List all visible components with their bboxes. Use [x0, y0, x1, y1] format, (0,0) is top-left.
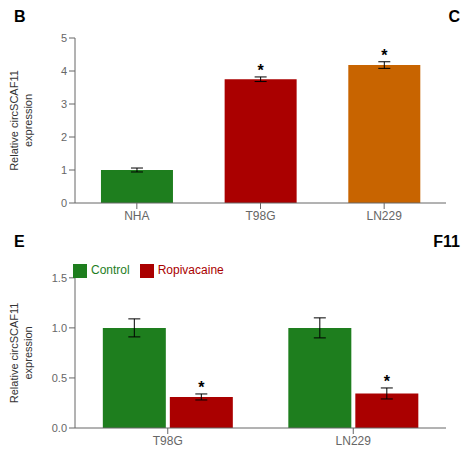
svg-text:T98G: T98G — [245, 209, 275, 223]
html-text:Ropivacaine: Ropivacaine — [157, 263, 224, 277]
svg-text:Relative circSCAF11expression: Relative circSCAF11expression — [8, 303, 33, 404]
html-text:F11: F11 — [433, 233, 460, 250]
svg-text:Relative circSCAF11expression: Relative circSCAF11expression — [8, 70, 33, 171]
svg-text:1.0: 1.0 — [52, 322, 67, 334]
svg-text:*: * — [381, 47, 388, 64]
svg-text:LN229: LN229 — [336, 434, 372, 448]
svg-text:5: 5 — [61, 32, 67, 44]
svg-text:3: 3 — [61, 98, 67, 110]
svg-text:1: 1 — [61, 164, 67, 176]
svg-text:*: * — [258, 62, 265, 79]
svg-text:4: 4 — [61, 65, 67, 77]
html-text:B: B — [14, 8, 26, 25]
html-text:E: E — [14, 233, 25, 250]
svg-text:T98G: T98G — [153, 434, 183, 448]
html-text:C: C — [448, 8, 460, 25]
svg-text:1.5: 1.5 — [52, 272, 67, 284]
svg-text:LN229: LN229 — [366, 209, 402, 223]
svg-text:0: 0 — [61, 197, 67, 209]
svg-text:0.5: 0.5 — [52, 372, 67, 384]
html-text:Control: Control — [91, 263, 130, 277]
svg-text:*: * — [384, 373, 391, 390]
svg-text:0.0: 0.0 — [52, 422, 67, 434]
svg-text:*: * — [198, 379, 205, 396]
svg-text:2: 2 — [61, 131, 67, 143]
svg-text:NHA: NHA — [124, 209, 149, 223]
